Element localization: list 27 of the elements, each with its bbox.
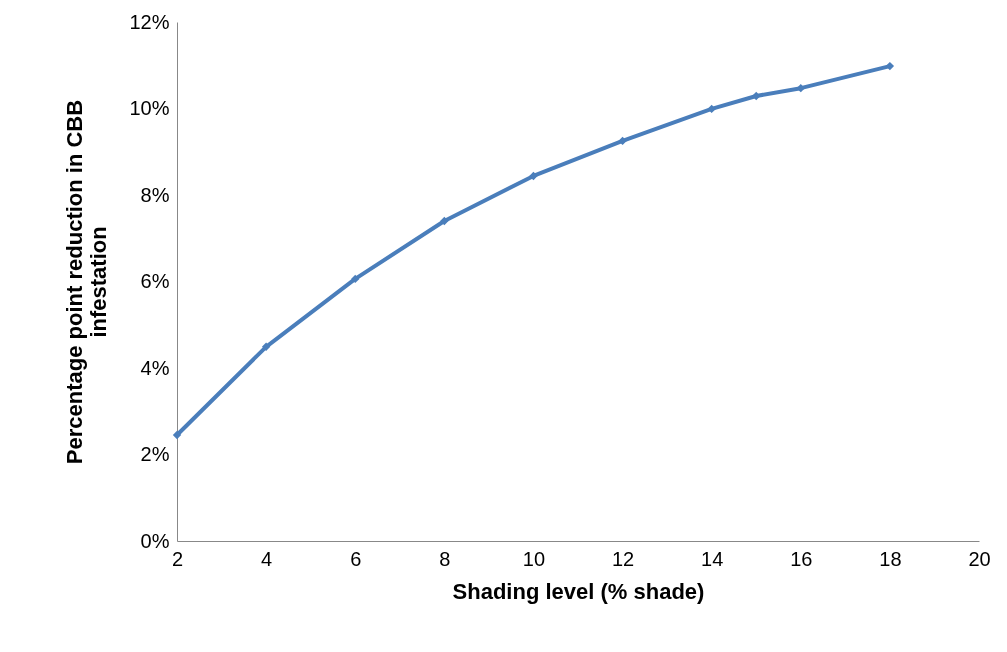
- x-tick-label: 4: [261, 547, 273, 570]
- x-axis-title: Shading level (% shade): [452, 578, 705, 604]
- y-axis-title: Percentage point reduction in CBB infestation: [62, 99, 112, 465]
- y-tick-label: 4%: [140, 356, 170, 379]
- point: [261, 342, 271, 351]
- y-tick-label: 8%: [140, 183, 170, 206]
- x-tick-label: 18: [879, 547, 902, 570]
- x-tick-label: 12: [611, 547, 635, 570]
- y-tick-label: 10%: [129, 97, 170, 119]
- point: [172, 430, 182, 440]
- y-tick-label: 2%: [140, 443, 170, 465]
- point: [752, 91, 761, 101]
- point: [618, 136, 627, 146]
- x-tick-label: 8: [439, 547, 451, 570]
- x-tick-label: 2: [171, 547, 184, 570]
- y-tick-label: 6%: [140, 270, 170, 292]
- y-tick-label: 0%: [140, 529, 170, 552]
- x-tick-label: 6: [350, 547, 362, 570]
- y-tick-label: 12%: [129, 10, 170, 33]
- x-tick-label: 14: [701, 547, 724, 570]
- x-tick-label: 20: [968, 547, 991, 570]
- point: [351, 274, 360, 284]
- point: [440, 216, 449, 226]
- x-tick-label: 16: [790, 547, 813, 570]
- point: [529, 171, 538, 181]
- x-tick-label: 10: [522, 547, 546, 570]
- point: [707, 104, 716, 114]
